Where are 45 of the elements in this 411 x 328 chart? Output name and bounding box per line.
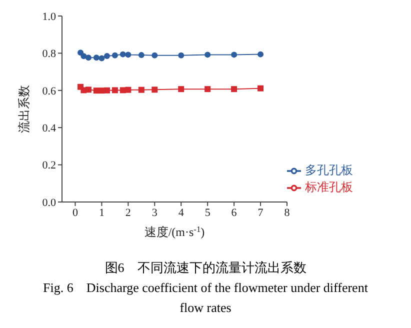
point — [178, 52, 184, 58]
x-axis-title: 速度/(m·s$^{-1}$) — [144, 224, 205, 239]
point — [78, 50, 84, 56]
point — [112, 87, 118, 94]
x-tick-label: 3 — [152, 206, 158, 219]
point — [258, 51, 264, 58]
point — [85, 54, 92, 61]
caption: Fig. 6 Discharge coefficient of the flowmeter under different flow rates — [42, 279, 369, 317]
caption: 图6 不同流速下的流量计流出系数 — [104, 259, 308, 277]
point — [204, 52, 211, 58]
x-tick-label: 2 — [125, 206, 131, 219]
point — [152, 52, 158, 58]
point — [104, 87, 110, 94]
point — [138, 52, 144, 58]
point — [85, 86, 92, 93]
point — [112, 52, 118, 58]
point — [138, 86, 144, 93]
point — [204, 86, 211, 92]
point — [120, 51, 126, 58]
x-tick-label: 6 — [231, 206, 238, 219]
x-tick-label: 5 — [204, 206, 211, 219]
point — [231, 86, 238, 92]
x-tick-label: 4 — [178, 206, 184, 219]
point — [178, 86, 184, 92]
point — [258, 85, 264, 92]
point — [104, 52, 110, 59]
x-tick-label: 7 — [258, 206, 264, 219]
legend-label: 标准孔板 — [305, 180, 353, 194]
point — [98, 55, 105, 62]
legend-label: 多孔孔板 — [305, 163, 353, 177]
point — [125, 86, 132, 93]
y-tick-label: 0.4 — [42, 122, 56, 135]
x-tick-label: 8 — [284, 206, 290, 219]
point — [231, 52, 238, 58]
y-axis-title: 流出系数 — [17, 85, 31, 133]
x-tick-label: 0 — [72, 206, 78, 219]
x-tick-label: 1 — [98, 206, 104, 219]
y-tick-label: 0.2 — [42, 160, 56, 172]
y-tick-label: 1.0 — [42, 10, 56, 23]
y-tick-label: 0.6 — [42, 85, 56, 98]
y-tick-label: 0.0 — [42, 196, 56, 209]
y-tick-label: 0.8 — [42, 48, 56, 60]
point — [125, 52, 132, 58]
point — [152, 86, 158, 93]
point — [93, 54, 100, 61]
